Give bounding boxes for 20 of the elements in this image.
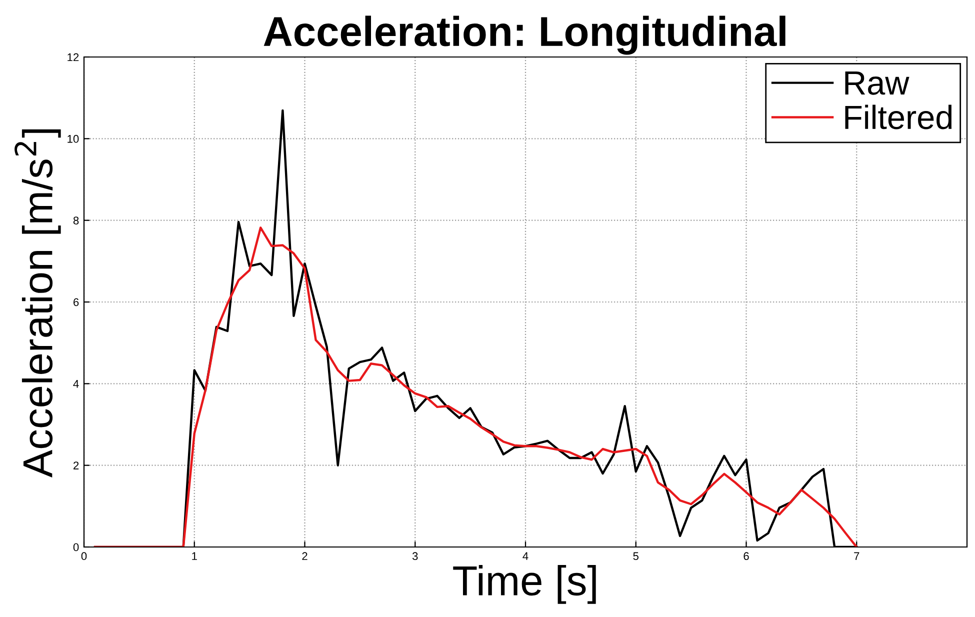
x-tick-label: 0 xyxy=(81,552,87,560)
y-tick-label: 10 xyxy=(68,134,79,143)
x-tick-label: 4 xyxy=(522,552,528,560)
x-tick-label: 5 xyxy=(633,552,638,560)
x-axis-title: Time [s] xyxy=(453,564,596,604)
y-axis-title: Acceleration [m/s$^{2}$] xyxy=(14,129,61,478)
legend-label: Raw xyxy=(845,72,910,95)
y-tick-label: 2 xyxy=(74,462,79,470)
x-tick-label: 6 xyxy=(744,552,749,560)
y-tick-label: 6 xyxy=(74,298,79,306)
y-tick-label: 0 xyxy=(73,543,79,552)
y-tick-label: 12 xyxy=(68,53,79,62)
y-tick-label: 8 xyxy=(73,216,79,224)
x-tick-label: 3 xyxy=(412,552,418,560)
x-tick-label: 1 xyxy=(192,552,197,560)
x-tick-label: 2 xyxy=(302,552,308,560)
chart-title: Acceleration: Longitudinal xyxy=(264,16,786,55)
x-tick-label: 7 xyxy=(854,552,860,560)
legend-label: Filtered xyxy=(845,104,952,130)
y-tick-label: 4 xyxy=(73,380,79,388)
